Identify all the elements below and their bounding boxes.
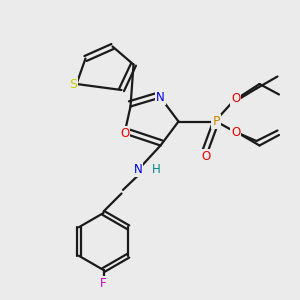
Text: O: O [231, 125, 240, 139]
Text: N: N [156, 91, 165, 104]
Text: F: F [100, 277, 107, 290]
Text: S: S [70, 77, 77, 91]
Text: H: H [152, 163, 160, 176]
Text: O: O [120, 127, 129, 140]
Text: P: P [212, 115, 220, 128]
Text: O: O [201, 149, 210, 163]
Text: N: N [134, 163, 142, 176]
Text: O: O [231, 92, 240, 106]
